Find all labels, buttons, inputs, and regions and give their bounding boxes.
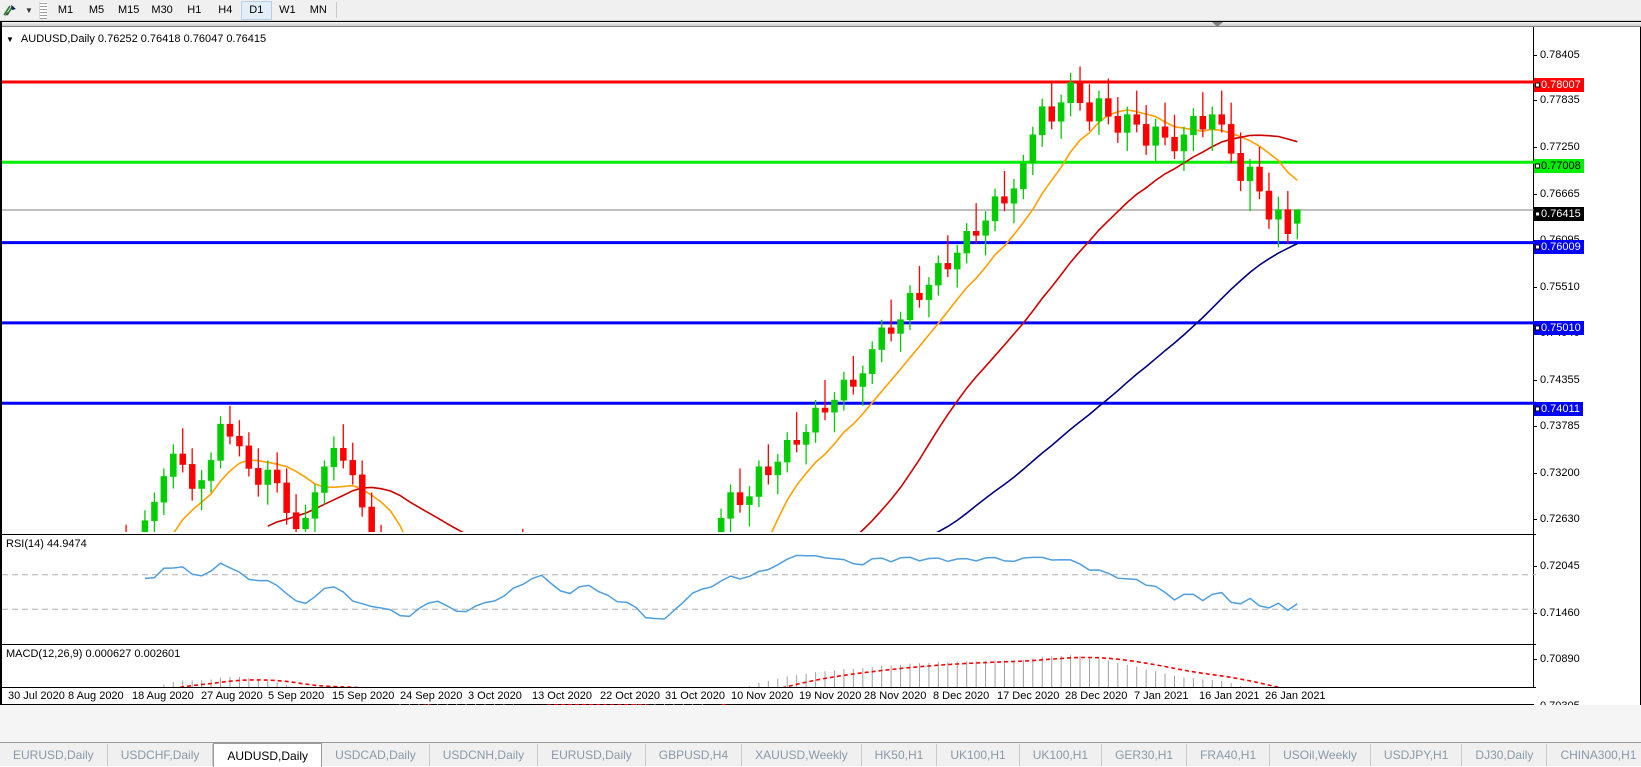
time-axis-tick: 13 Oct 2020 — [532, 690, 592, 702]
price-level-label[interactable]: 0.78007 — [1534, 78, 1584, 92]
time-axis-tick: 28 Nov 2020 — [864, 690, 926, 702]
price-level-value: 0.78007 — [1541, 79, 1581, 91]
timeframe-button-d1[interactable]: D1 — [241, 1, 272, 20]
price-level-handle[interactable] — [1535, 164, 1540, 169]
price-level-value: 0.76415 — [1541, 208, 1581, 220]
price-candlestick-svg — [2, 27, 1536, 532]
price-tick: 0.73785 — [1534, 420, 1580, 432]
time-axis-tick: 22 Oct 2020 — [600, 690, 660, 702]
price-chart-pane[interactable]: ▼ AUDUSD,Daily 0.76252 0.76418 0.76047 0… — [2, 27, 1536, 532]
time-axis-tick: 28 Dec 2020 — [1065, 690, 1127, 702]
price-level-handle[interactable] — [1535, 212, 1540, 217]
timeframe-button-w1[interactable]: W1 — [272, 1, 303, 20]
chart-menu-caret-icon[interactable]: ▼ — [6, 35, 14, 44]
time-axis-tick: 16 Jan 2021 — [1199, 690, 1260, 702]
chart-tab-usoil-weekly[interactable]: USOil,Weekly — [1270, 744, 1371, 766]
chart-tab-uk100-h1[interactable]: UK100,H1 — [1020, 744, 1102, 766]
chart-tab-xauusd-weekly[interactable]: XAUUSD,Weekly — [742, 744, 861, 766]
dropdown-caret-icon[interactable]: ▼ — [22, 1, 36, 20]
crosshair-pointer-icon[interactable] — [0, 1, 22, 20]
price-tick: 0.76665 — [1534, 188, 1580, 200]
time-axis-tick: 18 Aug 2020 — [132, 690, 194, 702]
time-axis-tick: 15 Sep 2020 — [332, 690, 394, 702]
chart-tab-usdjpy-h1[interactable]: USDJPY,H1 — [1371, 744, 1462, 766]
price-level-handle[interactable] — [1535, 326, 1540, 331]
price-tick: 0.72630 — [1534, 513, 1580, 525]
chart-tab-usdcnh-daily[interactable]: USDCNH,Daily — [430, 744, 538, 766]
price-tick: 0.78405 — [1534, 49, 1580, 61]
chart-tab-fra40-h1[interactable]: FRA40,H1 — [1187, 744, 1270, 766]
rsi-indicator-pane[interactable]: RSI(14) 44.9474 10070300 — [2, 534, 1536, 642]
time-axis-tick: 7 Jan 2021 — [1134, 690, 1188, 702]
price-tick: 0.74355 — [1534, 374, 1580, 386]
rsi-title: RSI(14) 44.9474 — [6, 538, 87, 550]
price-level-value: 0.76009 — [1541, 241, 1581, 253]
price-tick: 0.77835 — [1534, 94, 1580, 106]
price-tick: 0.72045 — [1534, 560, 1580, 572]
price-scale[interactable]: 0.784050.778350.772500.766650.760950.755… — [1533, 27, 1640, 706]
time-axis-tick: 26 Jan 2021 — [1265, 690, 1326, 702]
timeframe-button-h4[interactable]: H4 — [210, 1, 241, 20]
price-level-label[interactable]: 0.77008 — [1534, 159, 1584, 173]
chart-symbol-header: ▼ AUDUSD,Daily 0.76252 0.76418 0.76047 0… — [6, 33, 266, 45]
timeframe-button-m1[interactable]: M1 — [50, 1, 81, 20]
price-level-value: 0.74011 — [1541, 403, 1580, 415]
price-level-label[interactable]: 0.74011 — [1534, 402, 1583, 416]
time-axis-tick: 5 Sep 2020 — [268, 690, 324, 702]
chart-tab-audusd-daily[interactable]: AUDUSD,Daily — [213, 743, 322, 767]
price-tick: 0.70890 — [1534, 653, 1580, 665]
time-axis-tick: 19 Nov 2020 — [799, 690, 861, 702]
price-level-handle[interactable] — [1535, 245, 1540, 250]
timeframe-button-m15[interactable]: M15 — [112, 1, 145, 20]
price-tick: 0.75510 — [1534, 281, 1580, 293]
chart-tab-usdcad-daily[interactable]: USDCAD,Daily — [322, 744, 430, 766]
toolbar-separator — [336, 2, 337, 18]
chart-tab-eurusd-daily[interactable]: EURUSD,Daily — [538, 744, 646, 766]
timeframe-button-h1[interactable]: H1 — [179, 1, 210, 20]
time-axis-tick: 8 Aug 2020 — [68, 690, 124, 702]
time-axis-tick: 31 Oct 2020 — [665, 690, 725, 702]
chart-tab-usdchf-daily[interactable]: USDCHF,Daily — [108, 744, 214, 766]
price-level-value: 0.75010 — [1541, 322, 1581, 334]
price-level-value: 0.77008 — [1541, 160, 1581, 172]
chart-tab-uk100-h1[interactable]: UK100,H1 — [937, 744, 1019, 766]
price-tick: 0.77250 — [1534, 141, 1580, 153]
time-axis-tick: 10 Nov 2020 — [731, 690, 793, 702]
time-axis-tick: 17 Dec 2020 — [997, 690, 1059, 702]
price-tick: 0.73200 — [1534, 467, 1580, 479]
price-level-label[interactable]: 0.75010 — [1534, 321, 1584, 335]
time-axis-tick: 27 Aug 2020 — [201, 690, 263, 702]
time-axis-tick: 24 Sep 2020 — [400, 690, 462, 702]
chart-tab-gbpusd-h4[interactable]: GBPUSD,H4 — [646, 744, 742, 766]
timeframe-button-m5[interactable]: M5 — [81, 1, 112, 20]
time-axis-tick: 30 Jul 2020 — [8, 690, 65, 702]
price-level-label[interactable]: 0.76009 — [1534, 240, 1584, 254]
time-axis-tick: 3 Oct 2020 — [468, 690, 522, 702]
price-level-handle[interactable] — [1535, 83, 1540, 88]
chart-tab-ger30-h1[interactable]: GER30,H1 — [1102, 744, 1187, 766]
time-axis-tick: 8 Dec 2020 — [933, 690, 989, 702]
chart-window: 0.784050.778350.772500.766650.760950.755… — [0, 21, 1641, 705]
price-level-handle[interactable] — [1535, 407, 1540, 412]
timeframe-button-mn[interactable]: MN — [303, 1, 334, 20]
chart-tab-hk50-h1[interactable]: HK50,H1 — [862, 744, 938, 766]
price-level-label[interactable]: 0.76415 — [1534, 207, 1584, 221]
rsi-plot-svg — [2, 535, 1536, 642]
chart-symbol-label: AUDUSD,Daily 0.76252 0.76418 0.76047 0.7… — [21, 33, 266, 45]
toolbar-grip[interactable] — [39, 2, 47, 19]
price-tick: 0.71460 — [1534, 607, 1580, 619]
timeframe-button-m30[interactable]: M30 — [145, 1, 178, 20]
chart-tab-dj30-daily[interactable]: DJ30,Daily — [1462, 744, 1547, 766]
chart-tab-china300-h1[interactable]: CHINA300,H1 — [1547, 744, 1641, 766]
chart-tab-eurusd-daily[interactable]: EURUSD,Daily — [0, 744, 108, 766]
macd-title: MACD(12,26,9) 0.000627 0.002601 — [6, 648, 180, 660]
